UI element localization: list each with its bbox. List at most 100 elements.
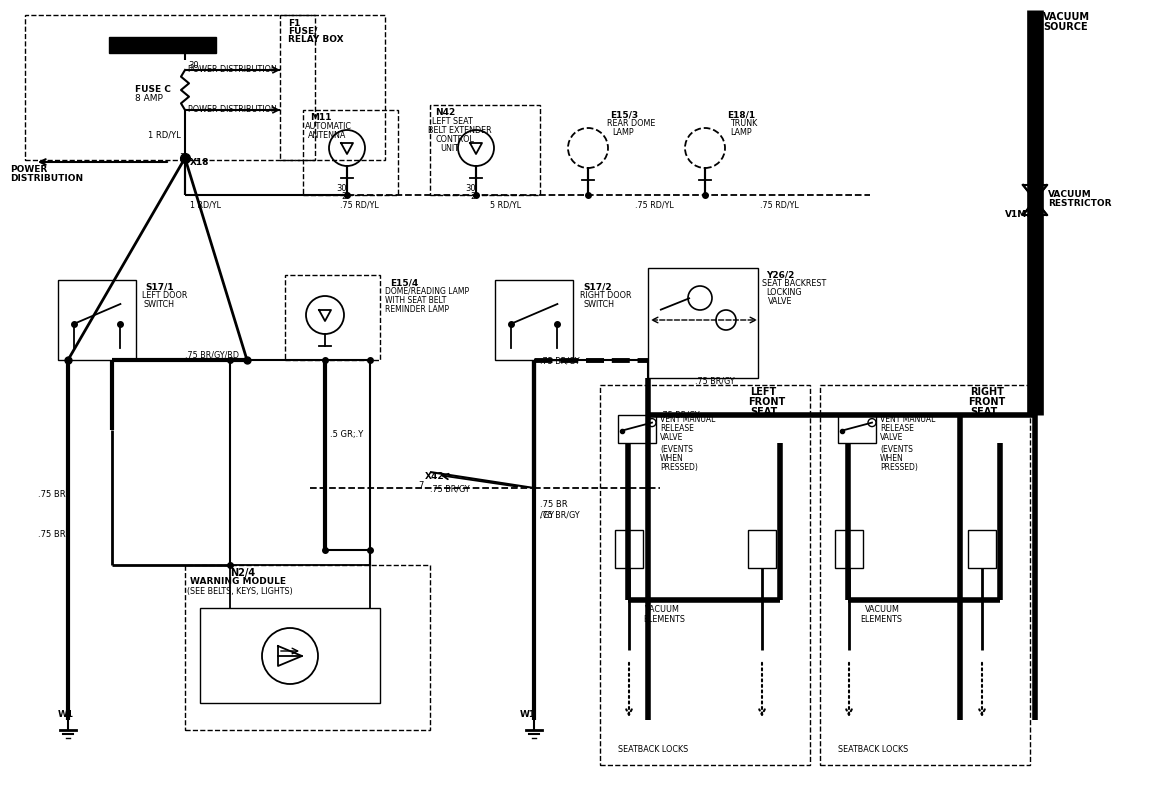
Text: M11: M11 xyxy=(310,113,332,122)
Text: DISTRIBUTION: DISTRIBUTION xyxy=(10,174,83,183)
Text: AUTOMATIC: AUTOMATIC xyxy=(305,122,351,131)
Bar xyxy=(286,275,380,360)
Text: .75 BR/GY/RD: .75 BR/GY/RD xyxy=(185,350,239,359)
Text: V1M1: V1M1 xyxy=(1005,210,1033,219)
Text: .75 BR/GY: .75 BR/GY xyxy=(660,410,699,419)
Text: POWER DISTRIBUTION: POWER DISTRIBUTION xyxy=(188,65,276,74)
Text: REMINDER LAMP: REMINDER LAMP xyxy=(385,305,449,314)
Text: X42: X42 xyxy=(425,472,445,481)
Text: HOT IN RUN: HOT IN RUN xyxy=(131,33,195,43)
Text: 2: 2 xyxy=(470,192,475,201)
Text: (EVENTS: (EVENTS xyxy=(880,445,913,454)
Text: LAMP: LAMP xyxy=(612,128,633,137)
Text: ELEMENTS: ELEMENTS xyxy=(860,615,902,624)
Text: FUSE C: FUSE C xyxy=(135,85,171,94)
Text: 30: 30 xyxy=(465,184,475,193)
Bar xyxy=(835,530,864,568)
Text: .75 RD/YL: .75 RD/YL xyxy=(635,200,674,209)
Text: 1 RD/YL: 1 RD/YL xyxy=(190,200,221,209)
Text: BELT EXTENDER: BELT EXTENDER xyxy=(428,126,491,135)
Text: VACUUM: VACUUM xyxy=(1048,190,1091,199)
Text: .75 RD/YL: .75 RD/YL xyxy=(340,200,379,209)
Text: .75 RD/YL: .75 RD/YL xyxy=(759,200,799,209)
Text: ELEMENTS: ELEMENTS xyxy=(643,615,686,624)
Bar xyxy=(495,280,573,360)
Bar xyxy=(968,530,996,568)
Text: SEAT: SEAT xyxy=(750,407,777,417)
Text: S17/1: S17/1 xyxy=(144,282,173,291)
Text: WHEN: WHEN xyxy=(660,454,683,463)
Text: LEFT SEAT: LEFT SEAT xyxy=(432,117,473,126)
Bar xyxy=(600,385,810,765)
Text: DOME/READING LAMP: DOME/READING LAMP xyxy=(385,287,469,296)
Text: UNIT: UNIT xyxy=(440,144,459,153)
Text: 5 RD/YL: 5 RD/YL xyxy=(490,200,521,209)
Text: SWITCH: SWITCH xyxy=(583,300,614,309)
Text: .75 BR/GY: .75 BR/GY xyxy=(540,356,579,365)
Text: E18/1: E18/1 xyxy=(727,110,755,119)
Text: VALVE: VALVE xyxy=(768,297,793,306)
Text: .75 BR: .75 BR xyxy=(38,490,66,499)
Text: VALVE: VALVE xyxy=(660,433,683,442)
Text: PRESSED): PRESSED) xyxy=(660,463,698,472)
Text: RESTRICTOR: RESTRICTOR xyxy=(1048,199,1112,208)
Text: .75 BR/GY: .75 BR/GY xyxy=(540,510,579,519)
Text: WARNING MODULE: WARNING MODULE xyxy=(190,577,286,586)
Text: 30: 30 xyxy=(336,184,347,193)
Bar xyxy=(615,530,643,568)
Text: 7: 7 xyxy=(418,481,423,490)
Text: 2: 2 xyxy=(341,192,347,201)
Bar xyxy=(618,415,655,443)
Text: FUSE/: FUSE/ xyxy=(288,27,318,36)
Text: E15/3: E15/3 xyxy=(610,110,638,119)
Text: (EVENTS: (EVENTS xyxy=(660,445,692,454)
Text: 30: 30 xyxy=(188,61,199,70)
Text: RELEASE: RELEASE xyxy=(660,424,694,433)
Text: RIGHT: RIGHT xyxy=(970,387,1003,397)
Text: N42: N42 xyxy=(435,108,455,117)
Text: SEATBACK LOCKS: SEATBACK LOCKS xyxy=(618,745,688,754)
Text: VENT MANUAL: VENT MANUAL xyxy=(660,415,716,424)
Text: VENT MANUAL: VENT MANUAL xyxy=(880,415,935,424)
Text: SEAT: SEAT xyxy=(970,407,998,417)
Text: SEATBACK LOCKS: SEATBACK LOCKS xyxy=(838,745,909,754)
Text: LAMP: LAMP xyxy=(729,128,751,137)
Text: TRUNK: TRUNK xyxy=(729,119,757,128)
Text: E15/4: E15/4 xyxy=(390,278,418,287)
Bar xyxy=(58,280,136,360)
Text: .75 BR/GY: .75 BR/GY xyxy=(430,484,469,493)
Bar xyxy=(280,15,385,160)
Text: SOURCE: SOURCE xyxy=(1043,22,1088,32)
Bar xyxy=(649,268,758,378)
Text: 3: 3 xyxy=(179,153,184,162)
Text: W1: W1 xyxy=(520,710,536,719)
Text: VACUUM: VACUUM xyxy=(645,605,680,614)
Text: ANTENNA: ANTENNA xyxy=(307,131,347,140)
Text: .75 BR
/GY: .75 BR /GY xyxy=(540,500,568,519)
Bar xyxy=(25,15,314,160)
Text: .75 BR/GY: .75 BR/GY xyxy=(695,377,734,386)
Text: VALVE: VALVE xyxy=(880,433,903,442)
Bar xyxy=(200,608,380,703)
Text: .5 GR;.Y: .5 GR;.Y xyxy=(329,430,363,439)
Text: LEFT: LEFT xyxy=(750,387,776,397)
Text: X18: X18 xyxy=(190,158,209,167)
Bar xyxy=(838,415,876,443)
Bar xyxy=(820,385,1030,765)
Text: CONTROL: CONTROL xyxy=(435,135,474,144)
Text: FRONT: FRONT xyxy=(748,397,785,407)
Text: SWITCH: SWITCH xyxy=(144,300,175,309)
Text: WHEN: WHEN xyxy=(880,454,904,463)
Text: PRESSED): PRESSED) xyxy=(880,463,918,472)
Text: .75 BR: .75 BR xyxy=(38,530,66,539)
Bar xyxy=(185,565,430,730)
Text: LEFT DOOR: LEFT DOOR xyxy=(142,291,187,300)
Text: RIGHT DOOR: RIGHT DOOR xyxy=(580,291,631,300)
Text: Y26/2: Y26/2 xyxy=(766,270,794,279)
Text: POWER DISTRIBUTION: POWER DISTRIBUTION xyxy=(188,105,276,114)
Text: S17/2: S17/2 xyxy=(583,282,612,291)
FancyBboxPatch shape xyxy=(109,37,216,53)
Bar xyxy=(748,530,776,568)
Text: F1: F1 xyxy=(288,19,301,28)
Text: POWER: POWER xyxy=(10,165,47,174)
